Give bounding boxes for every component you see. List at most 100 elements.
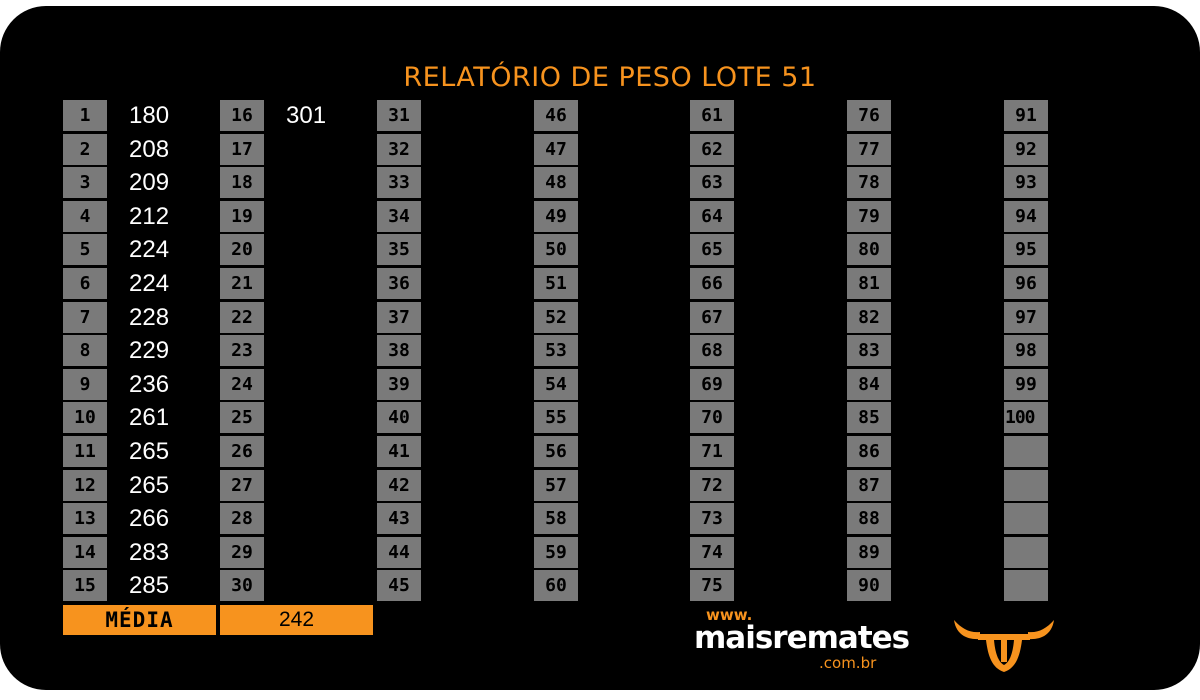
row-number-cell: 33 <box>377 167 421 198</box>
weight-value: 180 <box>129 102 170 129</box>
row-number-cell: 24 <box>220 369 264 400</box>
row-number-cell: 18 <box>220 167 264 198</box>
row-number-cell: 95 <box>1004 234 1048 265</box>
row-number-cell: 15 <box>63 570 107 601</box>
logo-www: www. <box>706 606 753 624</box>
row-number-cell: 74 <box>690 537 734 568</box>
weight-value: 229 <box>129 337 170 364</box>
weight-value: 261 <box>129 404 170 431</box>
row-number-cell: 28 <box>220 503 264 534</box>
row-number-cell: 7 <box>63 302 107 333</box>
row-number-cell <box>1004 503 1048 534</box>
weight-value: 283 <box>129 539 170 566</box>
row-number-cell: 35 <box>377 234 421 265</box>
row-number-cell: 64 <box>690 201 734 232</box>
average-value: 242 <box>220 605 373 635</box>
weight-value: 212 <box>129 203 170 230</box>
row-number-cell: 94 <box>1004 201 1048 232</box>
row-number-cell: 92 <box>1004 134 1048 165</box>
row-number-cell: 41 <box>377 436 421 467</box>
weight-value: 209 <box>129 169 170 196</box>
row-number-cell: 100 <box>1004 402 1048 433</box>
row-number-cell: 66 <box>690 268 734 299</box>
row-number-cell: 23 <box>220 335 264 366</box>
weight-value: 224 <box>129 236 170 263</box>
row-number-cell: 20 <box>220 234 264 265</box>
row-number-cell: 70 <box>690 402 734 433</box>
row-number-cell: 26 <box>220 436 264 467</box>
row-number-cell: 97 <box>1004 302 1048 333</box>
row-number-cell: 36 <box>377 268 421 299</box>
row-number-cell: 79 <box>847 201 891 232</box>
row-number-cell: 39 <box>377 369 421 400</box>
row-number-cell: 99 <box>1004 369 1048 400</box>
report-card <box>0 6 1200 690</box>
row-number-cell: 80 <box>847 234 891 265</box>
row-number-cell: 32 <box>377 134 421 165</box>
row-number-cell: 73 <box>690 503 734 534</box>
row-number-cell: 5 <box>63 234 107 265</box>
row-number-cell: 75 <box>690 570 734 601</box>
row-number-cell: 85 <box>847 402 891 433</box>
row-number-cell: 12 <box>63 470 107 501</box>
row-number-cell: 60 <box>534 570 578 601</box>
row-number-cell: 1 <box>63 100 107 131</box>
row-number-cell: 47 <box>534 134 578 165</box>
row-number-cell: 27 <box>220 470 264 501</box>
row-number-cell: 86 <box>847 436 891 467</box>
row-number-cell <box>1004 570 1048 601</box>
row-number-cell: 55 <box>534 402 578 433</box>
row-number-cell: 62 <box>690 134 734 165</box>
row-number-cell: 53 <box>534 335 578 366</box>
row-number-cell: 54 <box>534 369 578 400</box>
row-number-cell: 10 <box>63 402 107 433</box>
row-number-cell: 50 <box>534 234 578 265</box>
row-number-cell: 22 <box>220 302 264 333</box>
row-number-cell: 31 <box>377 100 421 131</box>
row-number-cell: 69 <box>690 369 734 400</box>
row-number-cell: 82 <box>847 302 891 333</box>
row-number-cell: 56 <box>534 436 578 467</box>
weight-value: 228 <box>129 304 170 331</box>
row-number-cell: 45 <box>377 570 421 601</box>
bull-head-icon <box>954 620 1054 672</box>
row-number-cell: 87 <box>847 470 891 501</box>
row-number-cell: 76 <box>847 100 891 131</box>
row-number-cell: 25 <box>220 402 264 433</box>
row-number-cell: 88 <box>847 503 891 534</box>
row-number-cell: 4 <box>63 201 107 232</box>
weight-value: 265 <box>129 438 170 465</box>
row-number-cell: 67 <box>690 302 734 333</box>
row-number-cell: 72 <box>690 470 734 501</box>
logo-domain: .com.br <box>819 654 877 672</box>
row-number-cell: 9 <box>63 369 107 400</box>
row-number-cell: 8 <box>63 335 107 366</box>
row-number-cell: 14 <box>63 537 107 568</box>
row-number-cell: 89 <box>847 537 891 568</box>
row-number-cell: 38 <box>377 335 421 366</box>
row-number-cell: 65 <box>690 234 734 265</box>
row-number-cell: 43 <box>377 503 421 534</box>
row-number-cell: 83 <box>847 335 891 366</box>
row-number-cell: 40 <box>377 402 421 433</box>
row-number-cell: 16 <box>220 100 264 131</box>
row-number-cell: 44 <box>377 537 421 568</box>
weight-value: 266 <box>129 505 170 532</box>
row-number-cell: 29 <box>220 537 264 568</box>
row-number-cell: 3 <box>63 167 107 198</box>
row-number-cell: 42 <box>377 470 421 501</box>
page-title: RELATÓRIO DE PESO LOTE 51 <box>403 62 817 93</box>
row-number-cell: 46 <box>534 100 578 131</box>
row-number-cell: 13 <box>63 503 107 534</box>
row-number-cell: 19 <box>220 201 264 232</box>
weight-value: 301 <box>286 102 327 129</box>
row-number-cell: 11 <box>63 436 107 467</box>
row-number-cell: 63 <box>690 167 734 198</box>
row-number-cell: 68 <box>690 335 734 366</box>
weight-value: 224 <box>129 270 170 297</box>
row-number-cell: 48 <box>534 167 578 198</box>
row-number-cell <box>1004 470 1048 501</box>
weight-value: 285 <box>129 572 170 599</box>
row-number-cell: 52 <box>534 302 578 333</box>
row-number-cell: 17 <box>220 134 264 165</box>
